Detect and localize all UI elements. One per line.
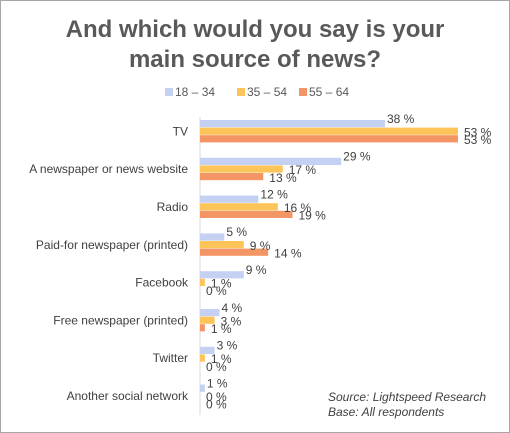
bar-paid-for-newspaper-printed-series-3 (200, 248, 269, 256)
category-label-free-newspaper-printed: Free newspaper (printed) (53, 313, 188, 327)
value-label-a-newspaper-or-news-website-series-1: 29 % (343, 150, 371, 164)
value-label-radio-series-1: 12 % (260, 187, 288, 201)
value-label-radio-series-3: 19 % (298, 209, 326, 223)
value-label-tv-series-3: 53 % (464, 133, 492, 147)
bar-free-newspaper-printed-series-1 (200, 309, 220, 317)
legend: 18 – 34 35 – 54 55 – 64 (165, 85, 349, 99)
value-label-tv-series-1: 38 % (387, 112, 415, 126)
value-label-tv-series-2: 53 % (464, 125, 492, 139)
value-label-free-newspaper-printed-series-2: 3 % (221, 314, 242, 328)
bar-twitter-series-1 (200, 346, 215, 354)
category-label-twitter: Twitter (153, 351, 188, 365)
value-label-twitter-series-3: 0 % (206, 360, 227, 374)
chart-title-line-1: And which would you say is your (66, 16, 445, 43)
bar-radio-series-2 (200, 203, 278, 211)
value-label-another-social-network-series-3: 0 % (206, 398, 227, 412)
value-label-paid-for-newspaper-printed-series-1: 5 % (226, 225, 247, 239)
bar-facebook-series-1 (200, 271, 244, 279)
bar-paid-for-newspaper-printed-series-1 (200, 233, 225, 241)
value-label-free-newspaper-printed-series-3: 1 % (211, 322, 232, 336)
source-note: Source: Lightspeed Research (328, 390, 486, 404)
value-label-another-social-network-series-2: 0 % (206, 390, 227, 404)
value-label-free-newspaper-printed-series-1: 4 % (221, 301, 242, 315)
category-label-tv: TV (173, 124, 188, 138)
value-label-twitter-series-1: 3 % (217, 339, 238, 353)
value-label-paid-for-newspaper-printed-series-3: 14 % (274, 246, 302, 260)
value-label-twitter-series-2: 1 % (211, 352, 232, 366)
bar-a-newspaper-or-news-website-series-1 (200, 157, 342, 165)
category-labels: TV A newspaper or news website Radio Paid-f… (29, 124, 189, 403)
bar-tv-series-2 (200, 127, 458, 135)
value-label-facebook-series-3: 0 % (206, 284, 227, 298)
value-label-another-social-network-series-1: 1 % (207, 376, 228, 390)
legend-label-1: 18 – 34 (175, 85, 215, 99)
value-label-paid-for-newspaper-printed-series-2: 9 % (250, 239, 271, 253)
bar-twitter-series-2 (200, 354, 205, 362)
base-note: Base: All respondents (328, 405, 444, 419)
bar-radio-series-1 (200, 195, 259, 203)
legend-label-3: 55 – 64 (309, 85, 349, 99)
category-label-a-newspaper-or-news-website: A newspaper or news website (29, 162, 188, 176)
category-label-another-social-network: Another social network (67, 389, 189, 403)
bar-free-newspaper-printed-series-3 (200, 324, 205, 332)
legend-swatch-1 (165, 88, 173, 96)
bar-paid-for-newspaper-printed-series-2 (200, 241, 244, 249)
category-label-radio: Radio (157, 200, 189, 214)
bar-a-newspaper-or-news-website-series-3 (200, 173, 264, 181)
bar-facebook-series-2 (200, 278, 205, 286)
value-label-a-newspaper-or-news-website-series-3: 13 % (269, 171, 297, 185)
chart-title-line-2: main source of news? (129, 46, 381, 73)
category-label-facebook: Facebook (135, 276, 189, 290)
legend-swatch-3 (299, 88, 307, 96)
value-labels: 38 %53 %53 %29 %17 %13 %12 %16 %19 %5 %9… (206, 112, 492, 412)
bar-tv-series-1 (200, 120, 385, 128)
value-label-facebook-series-2: 1 % (211, 277, 232, 291)
bars (200, 120, 458, 392)
value-label-facebook-series-1: 9 % (246, 263, 267, 277)
legend-label-2: 35 – 54 (247, 85, 287, 99)
bar-another-social-network-series-1 (200, 384, 205, 392)
bar-radio-series-3 (200, 210, 293, 218)
value-label-a-newspaper-or-news-website-series-2: 17 % (289, 163, 317, 177)
bar-free-newspaper-printed-series-2 (200, 316, 215, 324)
value-label-radio-series-2: 16 % (284, 201, 312, 215)
bar-tv-series-3 (200, 135, 458, 143)
legend-swatch-2 (237, 88, 245, 96)
bar-a-newspaper-or-news-website-series-2 (200, 165, 283, 173)
category-label-paid-for-newspaper-printed: Paid-for newspaper (printed) (36, 238, 188, 252)
